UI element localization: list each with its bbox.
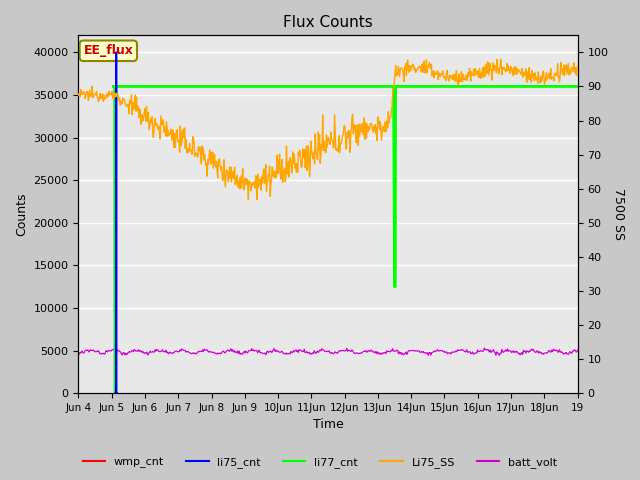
Legend: wmp_cnt, li75_cnt, li77_cnt, Li75_SS, batt_volt: wmp_cnt, li75_cnt, li77_cnt, Li75_SS, ba… [78, 452, 562, 472]
Y-axis label: Counts: Counts [15, 192, 28, 236]
X-axis label: Time: Time [312, 419, 344, 432]
Title: Flux Counts: Flux Counts [283, 15, 373, 30]
Y-axis label: 7500 SS: 7500 SS [612, 188, 625, 240]
Text: EE_flux: EE_flux [83, 44, 133, 57]
